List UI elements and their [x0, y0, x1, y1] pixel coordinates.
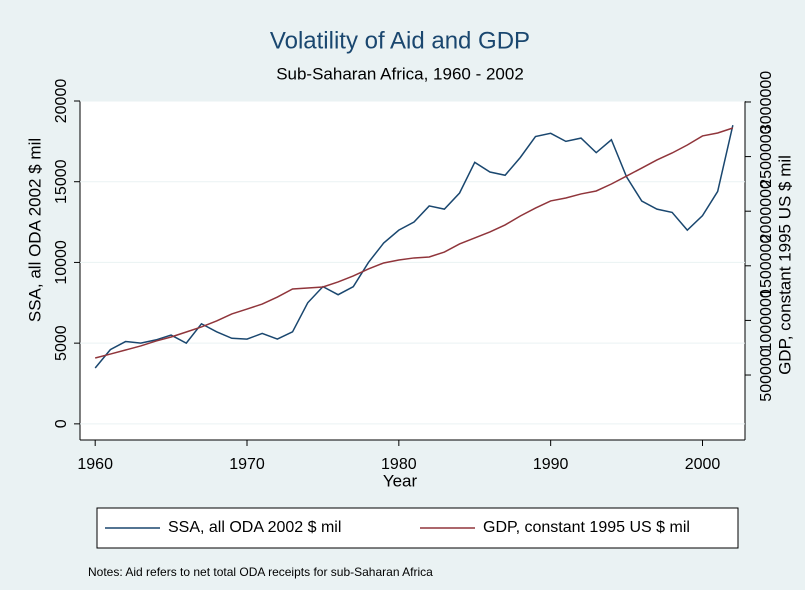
- x-tick-label: 1970: [229, 456, 265, 473]
- y2-tick-label: 2500000: [758, 125, 775, 187]
- y2-tick-label: 500000: [758, 348, 775, 401]
- legend-label: SSA, all ODA 2002 $ mil: [168, 519, 341, 536]
- y-tick-label: 15000: [53, 159, 70, 204]
- y-tick-label: 5000: [53, 325, 70, 361]
- y-tick-label: 0: [53, 419, 70, 428]
- x-tick-label: 1990: [533, 456, 569, 473]
- x-tick-label: 1960: [77, 456, 113, 473]
- chart-subtitle: Sub-Saharan Africa, 1960 - 2002: [276, 64, 524, 83]
- plot-area: [80, 101, 745, 440]
- y2-tick-label: 2000000: [758, 180, 775, 242]
- x-tick-label: 1980: [381, 456, 417, 473]
- y2-tick-label: 3000000: [758, 71, 775, 133]
- x-tick-label: 2000: [685, 456, 721, 473]
- y2-tick-label: 1000000: [758, 289, 775, 351]
- notes: Notes: Aid refers to net total ODA recei…: [88, 565, 433, 579]
- legend-label: GDP, constant 1995 US $ mil: [483, 519, 690, 536]
- y2-tick-label: 1500000: [758, 235, 775, 297]
- y2-axis-title: GDP, constant 1995 US $ mil: [775, 155, 794, 375]
- series-line: [94, 127, 734, 359]
- y-tick-label: 20000: [53, 79, 70, 124]
- y-tick-label: 10000: [53, 240, 70, 285]
- legend: [96, 507, 739, 549]
- x-axis-title: Year: [383, 471, 418, 490]
- y-axis-title: SSA, all ODA 2002 $ mil: [25, 138, 44, 322]
- chart-title: Volatility of Aid and GDP: [270, 27, 530, 54]
